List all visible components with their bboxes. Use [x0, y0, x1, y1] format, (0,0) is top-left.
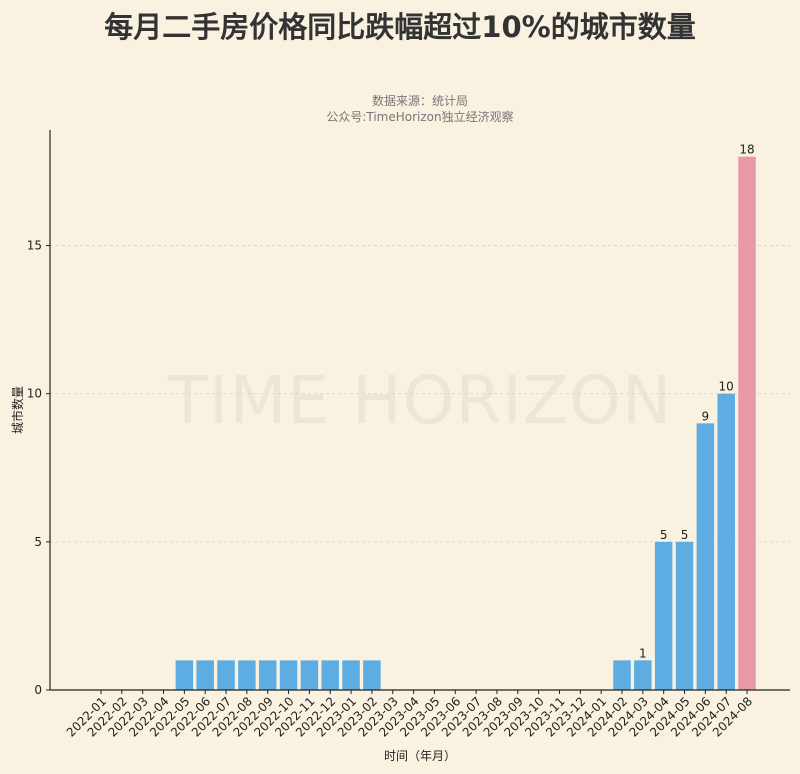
source-note: 数据来源：统计局 — [371, 94, 468, 108]
watermark: TIME HORIZON — [167, 362, 673, 439]
bar-2023-01 — [342, 660, 360, 690]
bar-2022-07 — [217, 660, 235, 690]
account-note: 公众号:TimeHorizon独立经济观察 — [326, 110, 514, 124]
bar-2024-03 — [634, 660, 652, 690]
data-label-2024-04: 5 — [660, 528, 668, 542]
y-tick-label: 15 — [27, 239, 42, 253]
bar-2022-09 — [258, 660, 277, 690]
bar-2022-11 — [300, 660, 319, 690]
bar-2024-08 — [738, 156, 756, 690]
bar-2023-02 — [363, 660, 381, 690]
bar-2022-06 — [196, 660, 214, 690]
data-label-2024-03: 1 — [639, 646, 647, 660]
y-tick-label: 0 — [34, 683, 42, 697]
data-label-2024-07: 10 — [719, 380, 734, 394]
bar-2024-06 — [696, 423, 715, 690]
y-tick-label: 10 — [27, 387, 42, 401]
y-axis-label: 城市数量 — [10, 386, 25, 434]
bar-2022-12 — [321, 660, 339, 690]
chart-title: 每月二手房价格同比跌幅超过10%的城市数量 — [104, 10, 696, 44]
x-axis-label: 时间（年月） — [384, 749, 456, 763]
bar-2024-05 — [675, 541, 694, 690]
bar-2022-08 — [238, 660, 256, 690]
bar-2022-10 — [279, 660, 298, 690]
data-label-2024-05: 5 — [681, 528, 689, 542]
bar-2024-07 — [717, 393, 735, 690]
data-label-2024-06: 9 — [702, 409, 710, 423]
bar-2024-04 — [654, 541, 673, 690]
data-label-2024-08: 18 — [739, 143, 754, 157]
bar-2024-02 — [613, 660, 631, 690]
bar-2022-05 — [175, 660, 194, 690]
y-tick-label: 5 — [34, 535, 42, 549]
